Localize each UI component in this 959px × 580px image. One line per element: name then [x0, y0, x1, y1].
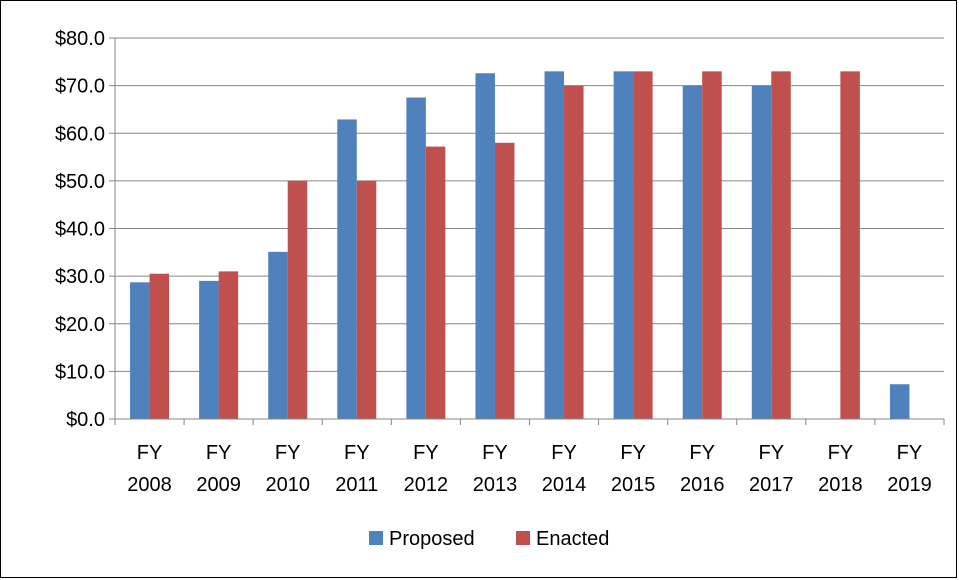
x-category-label: FY: [689, 442, 715, 464]
bar-proposed-9: [751, 85, 772, 419]
x-category-label: FY: [482, 442, 508, 464]
bar-proposed-3: [337, 119, 357, 419]
y-tick-label: $80.0: [55, 28, 105, 50]
axes: [109, 37, 945, 425]
y-tick-label: $50.0: [55, 171, 105, 193]
x-category-label: 2017: [749, 474, 794, 496]
x-category-label: FY: [137, 442, 163, 464]
bar-proposed-0: [130, 282, 150, 419]
x-category-label: 2013: [473, 474, 518, 496]
bar-proposed-11: [889, 384, 910, 419]
bar-enacted-8: [702, 71, 722, 420]
bar-enacted-10: [840, 71, 860, 420]
x-category-label: 2012: [404, 474, 449, 496]
x-category-label: 2019: [887, 474, 932, 496]
bar-enacted-5: [494, 142, 515, 419]
bar-proposed-2: [268, 251, 288, 419]
x-category-label: FY: [344, 442, 370, 464]
x-category-label: FY: [413, 442, 439, 464]
y-tick-label: $40.0: [55, 219, 105, 241]
y-tick-label: $60.0: [55, 123, 105, 145]
x-category-label: FY: [275, 442, 301, 464]
y-tick-label: $20.0: [55, 314, 105, 336]
y-tick-label: $30.0: [55, 266, 105, 288]
bars: [130, 71, 910, 420]
x-category-label: 2008: [127, 474, 172, 496]
bar-proposed-8: [682, 85, 703, 419]
legend-label-enacted: Enacted: [536, 528, 609, 550]
x-category-label: 2018: [818, 474, 863, 496]
bar-enacted-4: [425, 146, 446, 419]
y-tick-labels: $0.0 $10.0 $20.0 $30.0 $40.0 $50.0 $60.0 $70.0 $…: [55, 28, 105, 431]
x-category-label: FY: [759, 442, 785, 464]
bar-proposed-7: [613, 71, 634, 420]
x-category-label: FY: [828, 442, 854, 464]
y-tick-label: $70.0: [55, 76, 105, 98]
x-category-label: 2016: [680, 474, 725, 496]
bar-enacted-3: [356, 180, 377, 419]
gridlines: [115, 37, 944, 372]
x-category-label: FY: [551, 442, 577, 464]
bar-proposed-6: [544, 71, 565, 420]
y-tick-label: $10.0: [55, 361, 105, 383]
x-category-label: 2015: [611, 474, 656, 496]
bar-enacted-0: [149, 273, 170, 419]
bar-proposed-4: [406, 97, 426, 419]
x-category-label: 2014: [542, 474, 587, 496]
bar-enacted-2: [287, 180, 308, 419]
x-category-label: 2011: [335, 474, 378, 496]
bar-enacted-9: [771, 71, 791, 420]
y-tick-label: $0.0: [66, 409, 105, 431]
bar-enacted-7: [633, 71, 653, 420]
bar-enacted-6: [564, 85, 584, 419]
x-category-label: FY: [620, 442, 646, 464]
bar-proposed-5: [475, 73, 495, 420]
x-category-label: 2010: [265, 474, 310, 496]
bar-enacted-1: [218, 271, 239, 419]
x-category-label: FY: [897, 442, 923, 464]
legend-swatch-proposed: [369, 531, 383, 545]
x-category-labels: FY 2008 FY 2009 FY 2010 FY 2011 FY 2012 FY 2013 FY 20…: [127, 442, 931, 496]
x-category-label: FY: [206, 442, 232, 464]
legend-label-proposed: Proposed: [389, 528, 475, 550]
legend: Proposed Enacted: [369, 528, 609, 550]
bar-proposed-1: [199, 280, 219, 419]
legend-swatch-enacted: [516, 531, 530, 545]
x-category-label: 2009: [196, 474, 241, 496]
